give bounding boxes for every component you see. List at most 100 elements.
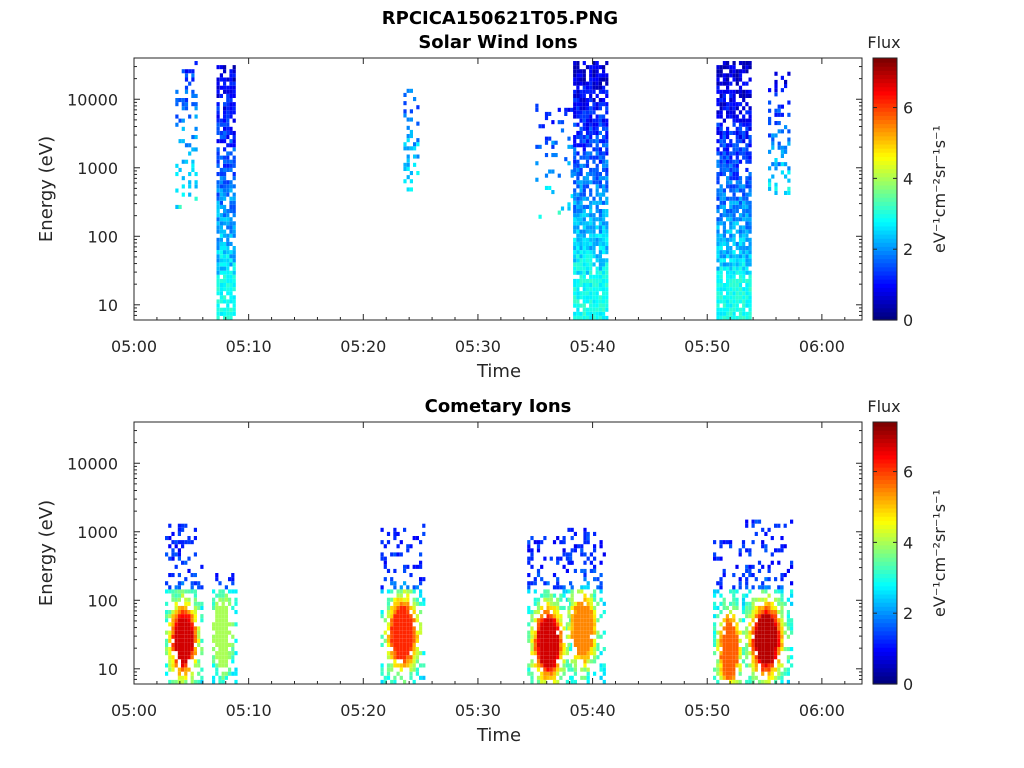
heatmap-cell (552, 614, 557, 619)
heatmap-cell (751, 667, 755, 672)
heatmap-cell (593, 610, 597, 615)
heatmap-cell (223, 209, 227, 214)
heatmap-cell (726, 250, 730, 255)
heatmap-cell (786, 679, 790, 684)
heatmap-cell (745, 93, 749, 98)
heatmap-cell (768, 88, 772, 93)
heatmap-cell (530, 675, 534, 680)
colorbar-segment (873, 115, 897, 120)
heatmap-cell (573, 278, 577, 283)
heatmap-cell (751, 647, 755, 652)
heatmap-cell (569, 663, 573, 668)
heatmap-cell (748, 630, 752, 635)
heatmap-cell (726, 61, 730, 66)
heatmap-cell (412, 610, 416, 615)
heatmap-cell (576, 159, 580, 164)
y-axis-label: Energy (eV) (36, 136, 57, 242)
heatmap-cell (761, 667, 765, 672)
heatmap-cell (579, 311, 583, 316)
heatmap-cell (598, 278, 602, 283)
heatmap-cell (595, 241, 599, 246)
heatmap-cell (735, 217, 739, 222)
heatmap-cell (768, 166, 772, 171)
heatmap-cell (175, 204, 179, 209)
heatmap-cells (175, 61, 791, 320)
heatmap-cell (223, 184, 227, 189)
heatmap-cell (573, 102, 577, 107)
heatmap-cell (777, 601, 781, 606)
heatmap-cell (223, 204, 227, 209)
heatmap-cell (741, 659, 746, 664)
heatmap-cell (576, 250, 580, 255)
heatmap-cell (738, 671, 742, 676)
heatmap-cell (735, 262, 739, 267)
heatmap-cell (713, 622, 717, 627)
heatmap-cell (219, 176, 223, 181)
heatmap-cell (716, 110, 720, 115)
heatmap-cell (549, 614, 553, 619)
heatmap-cell (419, 560, 423, 565)
heatmap-cell (732, 172, 736, 177)
heatmap-cell (586, 601, 590, 606)
heatmap-cell (593, 593, 597, 598)
heatmap-cell (598, 295, 602, 300)
heatmap-cell (761, 651, 765, 656)
heatmap-cell (229, 270, 233, 275)
heatmap-cell (761, 585, 765, 590)
heatmap-cell (226, 274, 230, 279)
heatmap-cell (732, 266, 736, 271)
heatmap-cell (226, 192, 230, 197)
heatmap-cell (231, 622, 235, 627)
heatmap-cell (582, 225, 586, 230)
heatmap-cell (735, 204, 739, 209)
heatmap-cell (582, 213, 586, 218)
heatmap-cell (406, 655, 410, 660)
heatmap-cell (751, 663, 755, 668)
heatmap-cell (406, 154, 410, 159)
heatmap-cell (396, 642, 400, 647)
heatmap-cell (732, 270, 736, 275)
heatmap-cell (726, 143, 730, 148)
heatmap-cell (546, 651, 550, 656)
heatmap-cell (573, 221, 577, 226)
heatmap-cell (589, 568, 593, 573)
heatmap-cell (193, 601, 197, 606)
heatmap-cell (729, 167, 733, 172)
heatmap-cell (573, 106, 577, 111)
heatmap-cell (184, 143, 189, 148)
heatmap-cell (589, 85, 593, 90)
heatmap-cell (580, 647, 584, 652)
heatmap-cell (784, 145, 788, 150)
heatmap-cell (165, 630, 169, 635)
heatmap-cell (380, 527, 384, 532)
heatmap-cell (549, 638, 553, 643)
heatmap-cell (598, 106, 602, 111)
heatmap-cell (748, 295, 752, 300)
colorbar-segment (873, 225, 897, 231)
heatmap-cell (530, 634, 534, 639)
heatmap-cell (168, 573, 172, 578)
heatmap-cell (576, 262, 580, 267)
heatmap-cell (165, 536, 169, 541)
heatmap-cell (742, 122, 746, 127)
colorbar-segment (873, 679, 897, 685)
heatmap-cell (396, 671, 400, 676)
heatmap-cell (593, 655, 597, 660)
heatmap-cell (533, 634, 537, 639)
heatmap-cell (190, 581, 194, 586)
heatmap-cell (745, 237, 749, 242)
heatmap-cell (742, 303, 746, 308)
heatmap-cell (386, 622, 391, 627)
heatmap-cell (570, 618, 574, 623)
heatmap-cell (576, 61, 580, 66)
heatmap-cell (582, 188, 586, 193)
heatmap-cell (187, 638, 191, 643)
heatmap-cell (543, 589, 547, 594)
heatmap-cell (576, 246, 580, 251)
heatmap-cell (219, 155, 223, 160)
heatmap-cell (596, 647, 600, 652)
heatmap-cell (790, 601, 794, 606)
heatmap-cell (223, 81, 227, 86)
heatmap-cell (174, 679, 178, 684)
heatmap-cell (570, 626, 574, 631)
